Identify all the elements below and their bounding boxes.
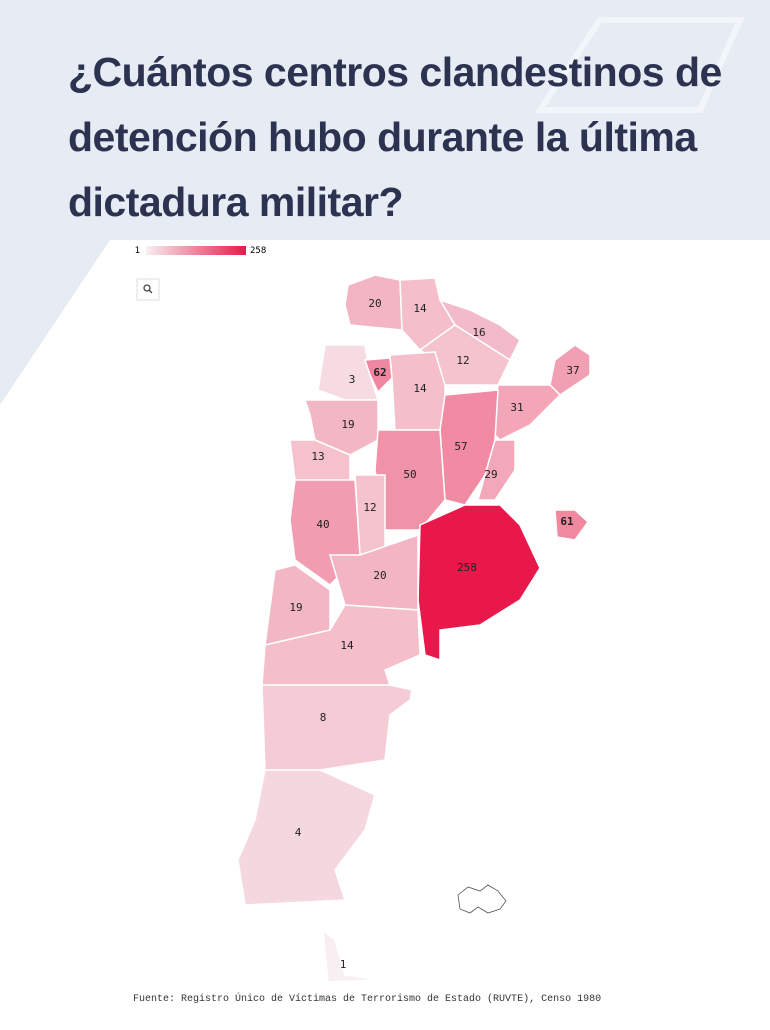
region-label: 31: [510, 401, 523, 414]
region: [477, 439, 516, 501]
region-label: 61: [560, 515, 574, 528]
color-bar: [146, 246, 246, 255]
region: [417, 504, 541, 662]
islands: [457, 884, 507, 914]
region: [489, 384, 562, 441]
zoom-button[interactable]: [136, 278, 160, 301]
region-label: 62: [373, 366, 386, 379]
region-label: 20: [368, 297, 381, 310]
source: Fuente: Registro Único de Víctimas de Te…: [133, 994, 602, 1005]
region-label: 16: [472, 326, 485, 339]
region: [261, 684, 413, 771]
region: [264, 564, 331, 646]
region-label: 50: [403, 468, 416, 481]
region: [554, 509, 589, 541]
region-label: 3: [349, 373, 356, 386]
region-label: 13: [311, 450, 324, 463]
region-label: 8: [320, 711, 327, 724]
header-bg: [0, 0, 770, 405]
region-label: 14: [413, 382, 427, 395]
region-label: 12: [456, 354, 469, 367]
region-label: 4: [295, 826, 302, 839]
region-label: 14: [340, 639, 354, 652]
region-label: 19: [289, 601, 302, 614]
region-label: 1: [340, 958, 347, 971]
region-label: 57: [454, 440, 467, 453]
decoration: [534, 17, 745, 113]
title: ¿Cuántos centros clandestinos de detenci…: [68, 49, 722, 225]
region: [303, 399, 379, 456]
region: [363, 357, 393, 394]
region-label: 40: [316, 518, 329, 531]
region-label: 14: [413, 302, 427, 315]
region-label: 12: [363, 501, 376, 514]
region: [322, 928, 381, 983]
region-label: 29: [484, 468, 497, 481]
region: [328, 533, 419, 611]
legend-max: 258: [250, 246, 266, 256]
region-label: 37: [566, 364, 579, 377]
region-label: 258: [457, 561, 477, 574]
region-label: 19: [341, 418, 354, 431]
legend-min: 1: [135, 246, 140, 256]
region: [237, 769, 376, 906]
region-label: 20: [373, 569, 386, 582]
